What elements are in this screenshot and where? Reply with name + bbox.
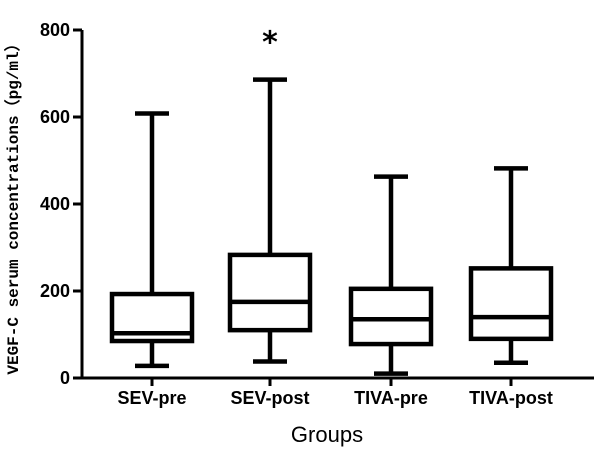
box-sev-pre xyxy=(109,111,195,369)
y-tick-label: 400 xyxy=(40,194,70,214)
x-axis-title: Groups xyxy=(291,422,363,447)
x-tick-label: SEV-pre xyxy=(117,388,186,408)
box-sev-post xyxy=(227,77,313,364)
box-tiva-pre xyxy=(348,174,434,376)
x-tick-label: TIVA-post xyxy=(469,388,553,408)
x-axis: SEV-pre SEV-post TIVA-pre TIVA-post xyxy=(82,376,594,408)
significance-marker: * xyxy=(262,26,278,61)
box-tiva-post xyxy=(468,166,554,366)
annotations: * xyxy=(262,26,278,61)
x-tick-label: TIVA-pre xyxy=(354,388,428,408)
y-axis: 0 200 400 600 800 xyxy=(40,20,84,388)
iqr-box xyxy=(109,291,195,344)
y-axis-title: VEGF-C serum concentrations（pg/ml） xyxy=(4,35,23,374)
y-tick-label: 0 xyxy=(60,368,70,388)
iqr-box xyxy=(468,266,554,342)
y-tick-label: 200 xyxy=(40,281,70,301)
iqr-box xyxy=(227,252,313,333)
y-tick-label: 600 xyxy=(40,107,70,127)
y-tick-label: 800 xyxy=(40,20,70,40)
box-series xyxy=(109,77,554,376)
x-tick-label: SEV-post xyxy=(230,388,309,408)
iqr-box xyxy=(348,286,434,347)
